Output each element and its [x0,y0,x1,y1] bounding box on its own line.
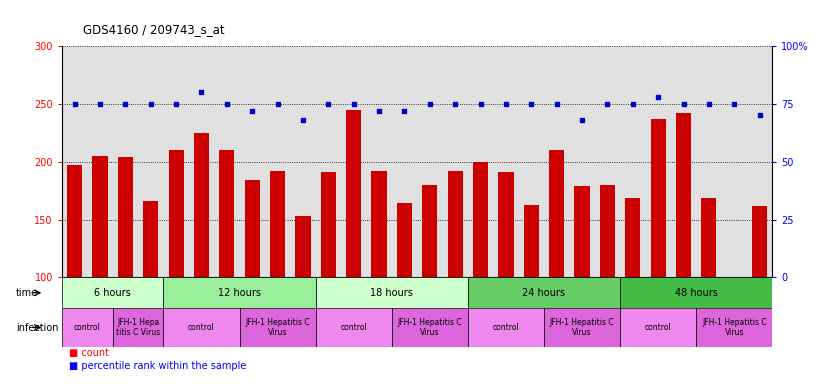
Text: ■ percentile rank within the sample: ■ percentile rank within the sample [69,361,246,371]
Bar [498,172,514,277]
Text: 12 hours: 12 hours [218,288,261,298]
Text: GDS4160 / 209743_s_at: GDS4160 / 209743_s_at [83,23,224,36]
Text: 48 hours: 48 hours [675,288,718,298]
Bar [194,133,209,277]
Text: control: control [340,323,367,332]
Bar [625,198,640,277]
Bar [448,171,463,277]
Text: infection: infection [16,323,59,333]
Text: control: control [188,323,215,332]
Text: JFH-1 Hepatitis C
Virus: JFH-1 Hepatitis C Virus [550,318,615,337]
Bar [112,308,164,347]
Bar [372,171,387,277]
Text: ■ count: ■ count [69,348,109,358]
Bar [752,206,767,277]
Bar [164,277,316,308]
Bar [143,201,159,277]
Bar [62,308,112,347]
Bar [296,216,311,277]
Bar [696,308,772,347]
Bar [473,162,488,277]
Bar [701,198,716,277]
Bar [118,157,133,277]
Bar [651,119,666,277]
Text: JFH-1 Hepatitis C
Virus: JFH-1 Hepatitis C Virus [397,318,462,337]
Bar [169,150,183,277]
Text: JFH-1 Hepa
titis C Virus: JFH-1 Hepa titis C Virus [116,318,160,337]
Text: control: control [492,323,520,332]
Bar [468,308,544,347]
Bar [600,185,615,277]
Bar [396,204,412,277]
Bar [346,110,361,277]
Bar [468,277,620,308]
Text: JFH-1 Hepatitis C
Virus: JFH-1 Hepatitis C Virus [702,318,767,337]
Bar [240,308,316,347]
Text: 6 hours: 6 hours [94,288,131,298]
Bar [392,308,468,347]
Bar [320,172,336,277]
Bar [270,171,285,277]
Bar [524,205,539,277]
Text: control: control [645,323,672,332]
Bar [574,186,590,277]
Text: JFH-1 Hepatitis C
Virus: JFH-1 Hepatitis C Virus [245,318,310,337]
Bar [164,308,240,347]
Bar [62,277,164,308]
Text: time: time [16,288,38,298]
Text: 24 hours: 24 hours [523,288,566,298]
Bar [93,156,107,277]
Text: control: control [74,323,101,332]
Bar [316,277,468,308]
Text: 18 hours: 18 hours [370,288,413,298]
Bar [67,165,83,277]
Bar [676,113,691,277]
Bar [219,150,235,277]
Bar [620,308,696,347]
Bar [244,180,260,277]
Bar [544,308,620,347]
Bar [316,308,392,347]
Bar [549,150,564,277]
Bar [422,185,438,277]
Bar [620,277,772,308]
